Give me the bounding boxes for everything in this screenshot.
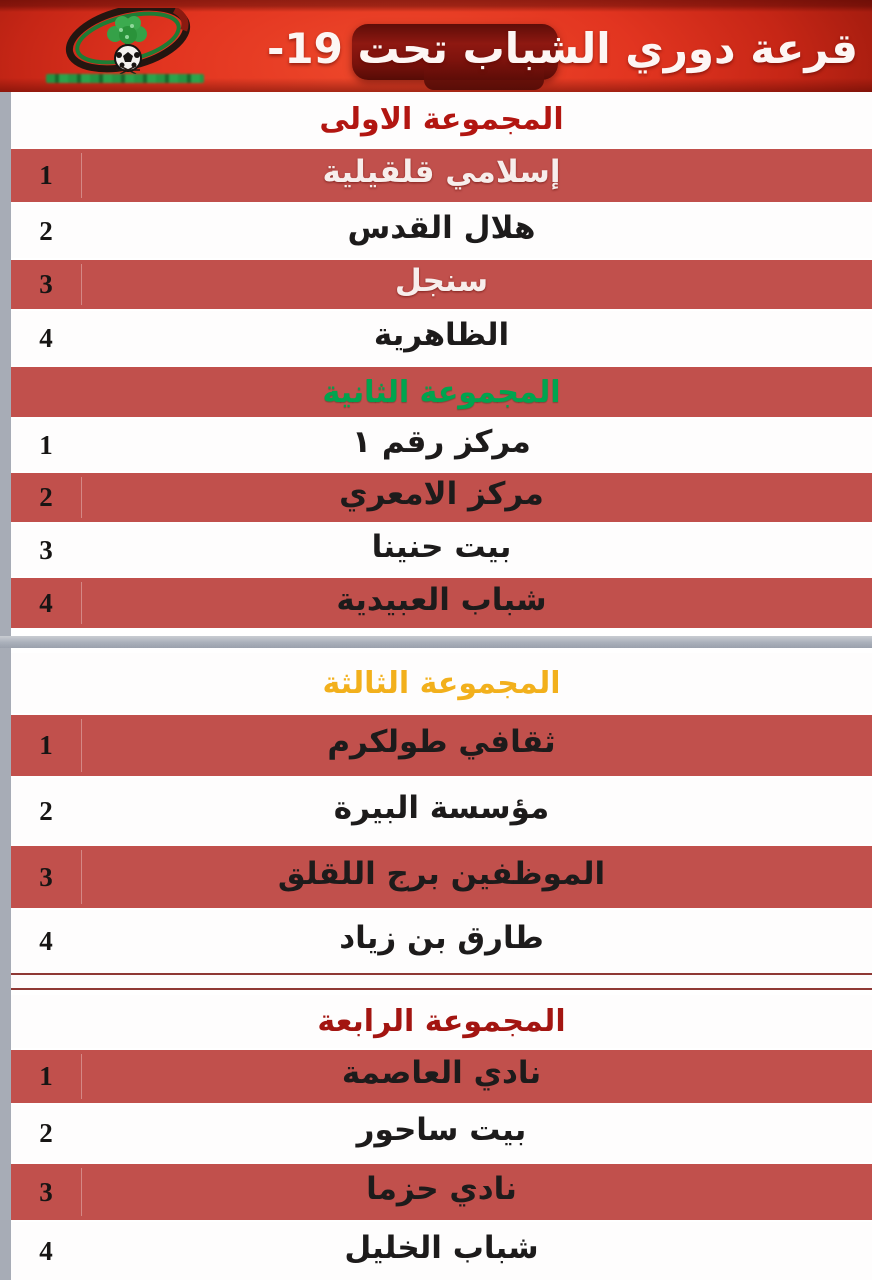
- team-number: 2: [39, 1118, 53, 1148]
- team-number: 4: [39, 322, 53, 353]
- team-name: الظاهرية: [373, 316, 510, 353]
- olive-tree: [107, 16, 147, 50]
- team-row: نادي حزما 3: [11, 1162, 872, 1222]
- team-row: الظاهرية 4: [11, 311, 872, 365]
- team-row: شباب العبيدية 4: [11, 576, 872, 630]
- redaction-blob-tab: [424, 62, 544, 90]
- team-number: 1: [39, 1061, 53, 1091]
- team-row: بيت ساحور 2: [11, 1105, 872, 1162]
- team-number: 3: [39, 861, 53, 892]
- group-4-header: المجموعة الرابعة: [11, 995, 872, 1048]
- group-4-title: المجموعة الرابعة: [317, 1004, 566, 1039]
- team-number: 4: [39, 926, 53, 956]
- team-number: 1: [39, 429, 53, 460]
- team-row: إسلامي قلقيلية 1: [11, 147, 872, 204]
- team-name: مركز رقم ١: [352, 423, 531, 460]
- soccer-ball: [114, 44, 142, 72]
- group-3-header: المجموعة الثالثة: [11, 653, 872, 713]
- team-number: 2: [39, 215, 53, 246]
- team-number: 3: [39, 1176, 53, 1207]
- separator-gap: [11, 630, 872, 636]
- team-row: الموظفين برج اللقلق 3: [11, 844, 872, 910]
- page-title: قرعة دوري الشباب تحت 19-: [266, 23, 858, 73]
- team-row: سنجل 3: [11, 258, 872, 311]
- team-name: ثقافي طولكرم: [327, 724, 556, 760]
- team-number: 2: [39, 482, 53, 512]
- team-number: 3: [39, 534, 53, 565]
- team-name: إسلامي قلقيلية: [322, 154, 561, 190]
- goal-net: [116, 65, 140, 75]
- team-row: شباب الخليل 4: [11, 1222, 872, 1280]
- team-number: 3: [39, 269, 53, 299]
- team-row: طارق بن زياد 4: [11, 910, 872, 973]
- group-1-header: المجموعة الاولى: [11, 92, 872, 147]
- team-name: هلال القدس: [347, 209, 536, 246]
- page-break-bar: [0, 636, 872, 648]
- team-row: مركز رقم ١ 1: [11, 419, 872, 471]
- team-name: شباب الخليل: [344, 1229, 539, 1266]
- team-row: بيت حنينا 3: [11, 524, 872, 576]
- team-number: 4: [39, 1235, 53, 1266]
- empty-spacer-row: [11, 973, 872, 990]
- team-name: مركز الامعري: [339, 476, 544, 512]
- separator-gap: [11, 990, 872, 995]
- group-3-title: المجموعة الثالثة: [322, 665, 561, 701]
- team-row: ثقافي طولكرم 1: [11, 713, 872, 778]
- team-number: 2: [39, 795, 53, 826]
- team-name: بيت ساحور: [356, 1112, 527, 1148]
- team-name: نادي حزما: [366, 1170, 517, 1207]
- team-name: سنجل: [394, 263, 489, 299]
- header-banner: قرعة دوري الشباب تحت 19-: [0, 0, 872, 92]
- group-2-header: المجموعة الثانية: [11, 365, 872, 419]
- team-name: مؤسسة البيرة: [333, 789, 550, 826]
- palestine-football-association-logo-icon: [58, 3, 198, 75]
- team-name: بيت حنينا: [371, 528, 512, 565]
- team-name: طارق بن زياد: [339, 920, 544, 956]
- team-row: مركز الامعري 2: [11, 471, 872, 524]
- team-row: هلال القدس 2: [11, 204, 872, 258]
- separator-gap: [11, 648, 872, 653]
- group-2-title: المجموعة الثانية: [322, 374, 561, 410]
- team-name: الموظفين برج اللقلق: [277, 855, 606, 892]
- team-number: 1: [39, 160, 53, 190]
- team-number: 4: [39, 587, 53, 618]
- team-name: شباب العبيدية: [336, 581, 547, 618]
- team-name: نادي العاصمة: [341, 1055, 542, 1091]
- team-number: 1: [39, 730, 53, 760]
- page-edge-strip: [0, 92, 11, 1280]
- team-row: مؤسسة البيرة 2: [11, 778, 872, 844]
- logo-caption-blurred-url: [46, 74, 204, 83]
- groups-table: المجموعة الاولى إسلامي قلقيلية 1 هلال ال…: [0, 92, 872, 1280]
- team-row: نادي العاصمة 1: [11, 1048, 872, 1105]
- group-1-title: المجموعة الاولى: [319, 102, 564, 137]
